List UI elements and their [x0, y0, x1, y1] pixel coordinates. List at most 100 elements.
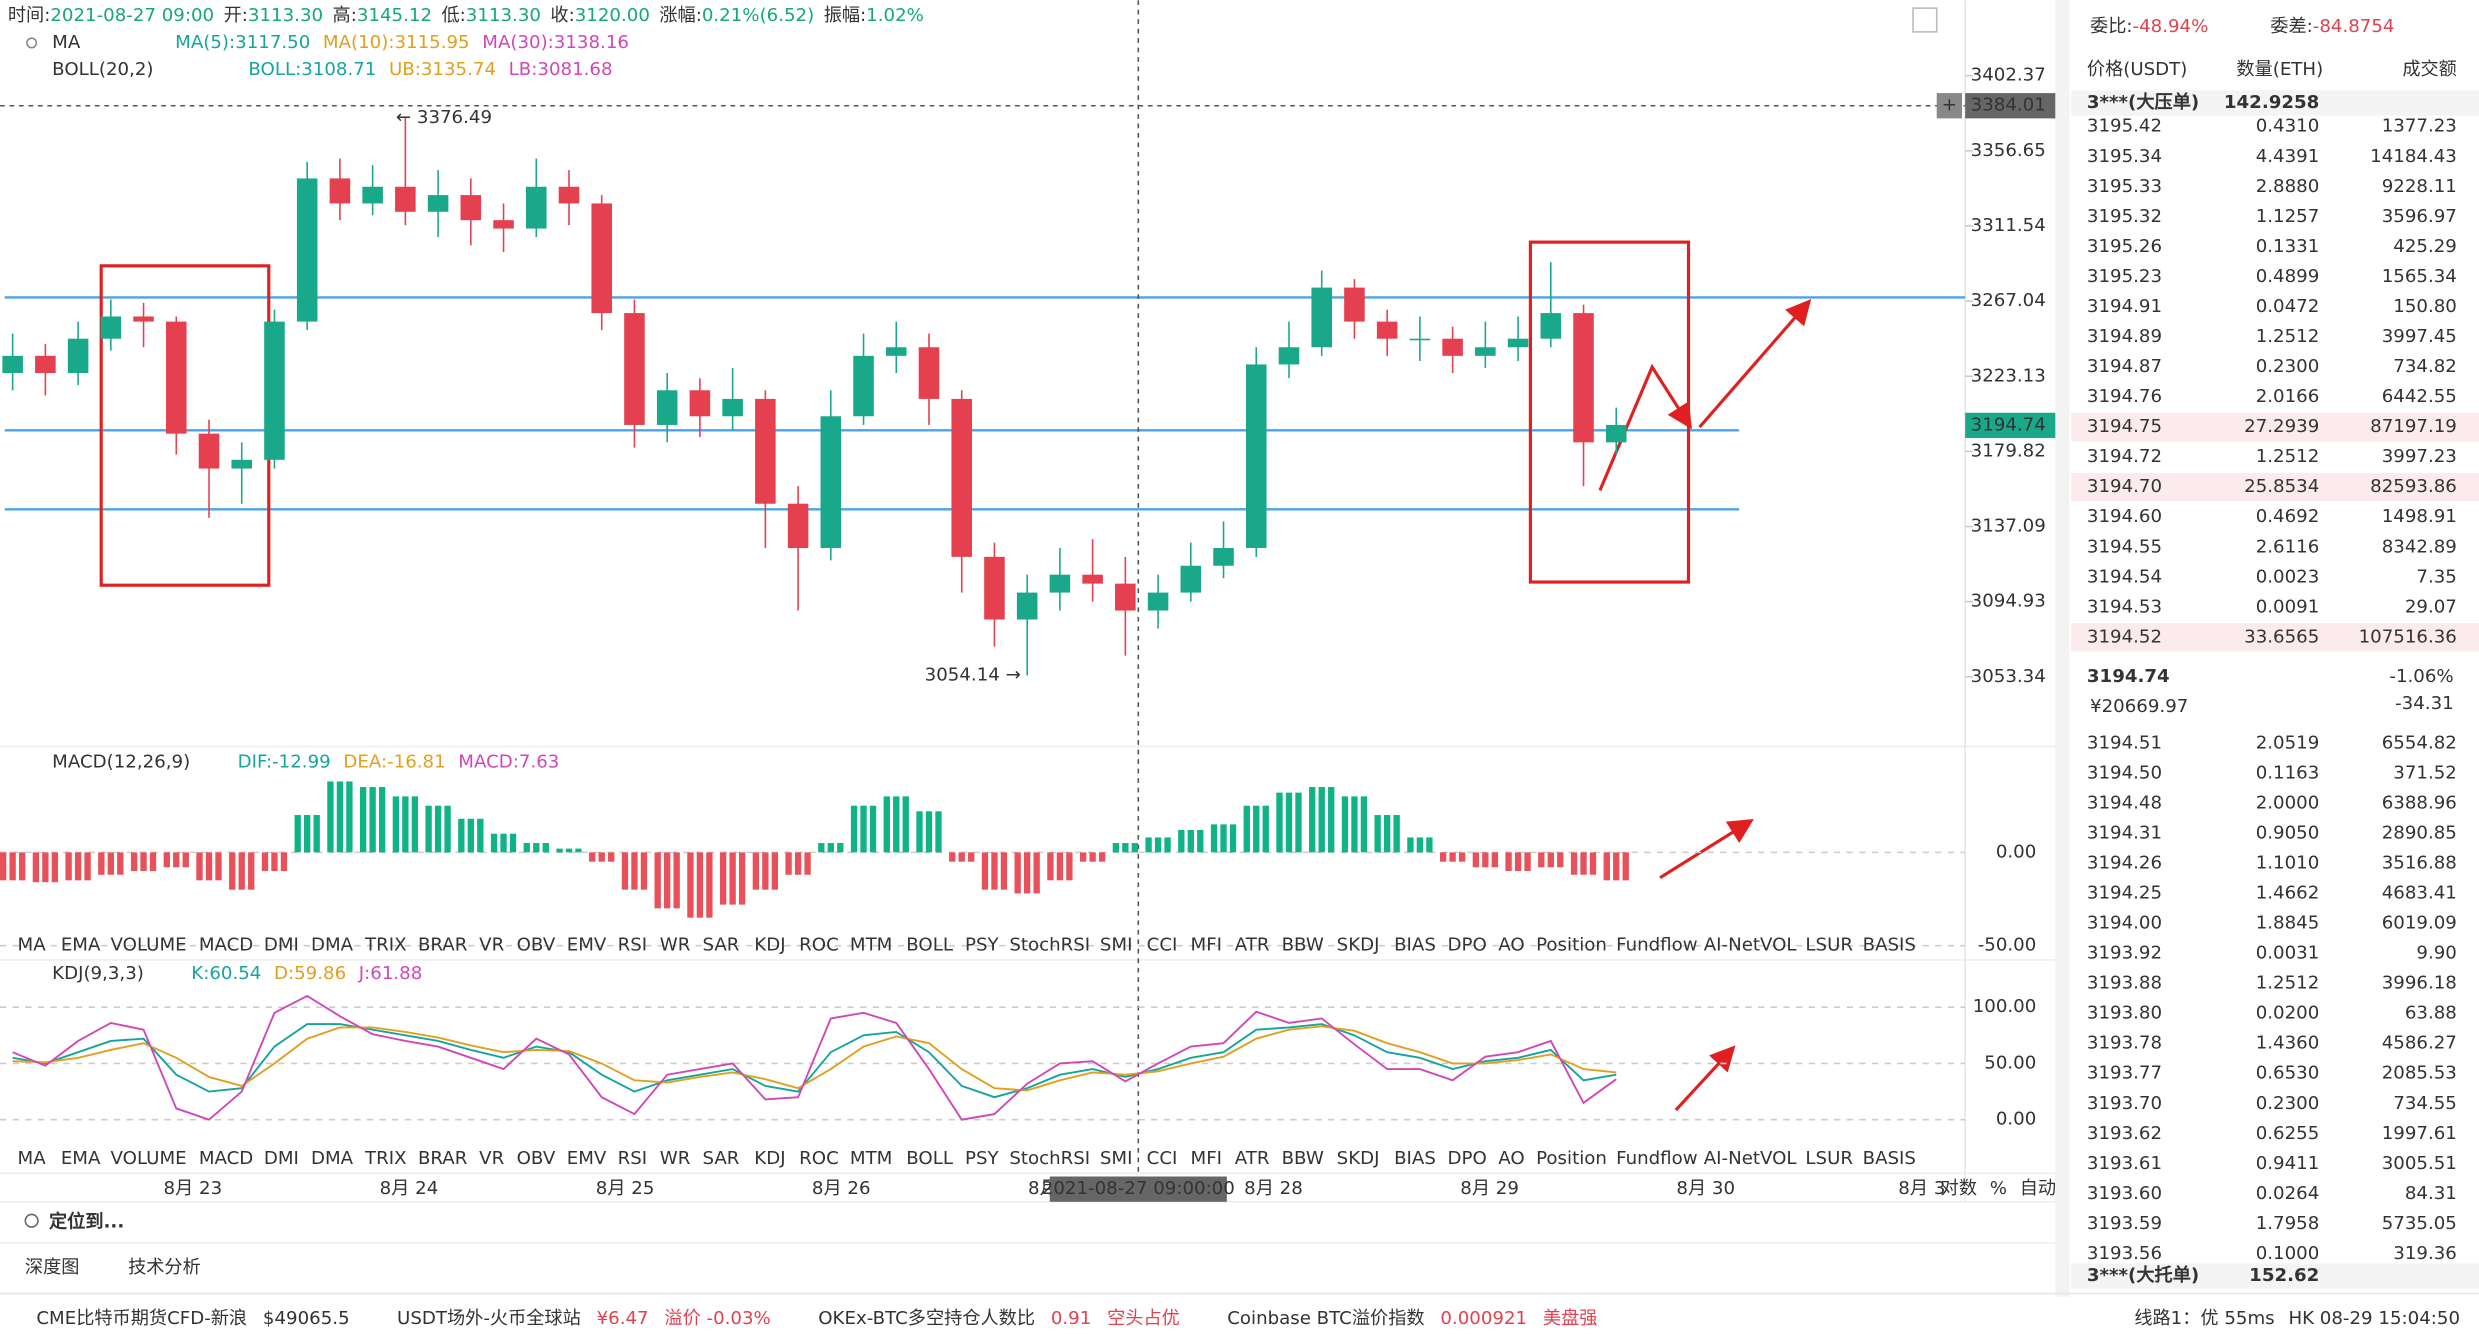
indicator-tab[interactable]: RSI: [618, 935, 648, 956]
crosshair-add[interactable]: [1936, 93, 1963, 119]
indicator-tab[interactable]: EMV: [567, 935, 607, 956]
indicator-tab[interactable]: RSI: [618, 1148, 648, 1169]
histogram-bar: [1079, 852, 1087, 862]
histogram-bar: [883, 796, 890, 853]
indicator-tab[interactable]: VR: [479, 1148, 504, 1169]
indicator-tab[interactable]: BIAS: [1394, 935, 1436, 956]
indicator-tab[interactable]: MTM: [850, 935, 892, 956]
scale-button[interactable]: 对数: [1941, 1178, 1977, 1199]
indicator-tab[interactable]: EMA: [61, 935, 101, 956]
indicator-tab[interactable]: SMI: [1100, 1148, 1133, 1169]
indicator-tab[interactable]: DMI: [264, 1148, 299, 1169]
indicator-tab[interactable]: Fundflow: [1616, 1148, 1698, 1169]
indicator-tab[interactable]: TRIX: [364, 1148, 407, 1169]
indicator-tab[interactable]: VOLUME: [111, 935, 187, 956]
indicator-tab[interactable]: MA: [18, 935, 47, 956]
indicator-tab[interactable]: BRAR: [418, 935, 468, 956]
candle-body: [362, 186, 383, 204]
indicator-tab[interactable]: WR: [660, 935, 691, 956]
indicator-tab[interactable]: VR: [479, 935, 504, 956]
indicator-tab[interactable]: ATR: [1235, 1148, 1270, 1169]
histogram-bar: [1384, 815, 1391, 853]
candle-body: [100, 316, 122, 339]
indicator-tab[interactable]: BOLL: [906, 935, 954, 956]
histogram-bar: [916, 811, 923, 853]
legend-item: BOLL:3108.71: [248, 59, 376, 80]
indicator-tab[interactable]: EMA: [61, 1148, 101, 1169]
indicator-tab[interactable]: WR: [660, 1148, 691, 1169]
indicator-tab[interactable]: DPO: [1448, 1148, 1487, 1169]
collapse-icon[interactable]: [26, 37, 38, 49]
indicator-tab[interactable]: SAR: [702, 1148, 739, 1169]
indicator-tab[interactable]: EMV: [567, 1148, 607, 1169]
indicator-tab[interactable]: AI-NetVOL: [1704, 1148, 1798, 1169]
indicator-tab[interactable]: BIAS: [1394, 1148, 1436, 1169]
indicator-tab[interactable]: MACD: [199, 935, 253, 956]
indicator-tab[interactable]: DPO: [1448, 935, 1487, 956]
indicator-tab[interactable]: PSY: [965, 935, 999, 956]
indicator-tab[interactable]: DMA: [311, 935, 354, 956]
wall-size: 152.62: [2249, 1265, 2319, 1286]
indicator-tab[interactable]: MTM: [850, 1148, 892, 1169]
indicator-tab[interactable]: DMI: [264, 935, 299, 956]
indicator-tab[interactable]: LSUR: [1805, 935, 1853, 956]
indicator-tab[interactable]: OBV: [517, 935, 556, 956]
candle-body: [951, 398, 972, 557]
histogram-bar: [327, 781, 334, 853]
column-header: 成交额: [2402, 59, 2457, 80]
indicator-tab[interactable]: AI-NetVOL: [1704, 935, 1798, 956]
bottom-tab[interactable]: 深度图: [25, 1257, 80, 1278]
indicator-tab[interactable]: BBW: [1282, 1148, 1324, 1169]
indicator-tab[interactable]: KDJ: [754, 935, 785, 956]
indicator-tab[interactable]: MFI: [1191, 935, 1223, 956]
scale-button[interactable]: 自动: [2020, 1178, 2056, 1199]
indicator-tab[interactable]: Position: [1536, 1148, 1607, 1169]
indicator-tab[interactable]: CCI: [1147, 935, 1178, 956]
locate-button[interactable]: 定位到...: [49, 1210, 124, 1232]
indicator-tab[interactable]: ATR: [1235, 935, 1270, 956]
indicator-tab[interactable]: SKDJ: [1337, 1148, 1380, 1169]
histogram-bar: [1112, 843, 1120, 853]
indicator-tab[interactable]: BASIS: [1863, 1148, 1916, 1169]
indicator-tab[interactable]: StochRSI: [1009, 935, 1090, 956]
indicator-tab[interactable]: OBV: [517, 1148, 556, 1169]
indicator-tab[interactable]: MFI: [1191, 1148, 1223, 1169]
bottom-tab[interactable]: 技术分析: [128, 1257, 201, 1278]
indicator-tab[interactable]: AO: [1498, 1148, 1524, 1169]
book-cell: 3596.97: [2382, 206, 2457, 227]
indicator-tab[interactable]: Fundflow: [1616, 935, 1698, 956]
indicator-tab[interactable]: LSUR: [1805, 1148, 1853, 1169]
legend-item: DEA:-16.81: [343, 751, 445, 772]
info-value: 1.02%: [866, 5, 924, 26]
indicator-tab[interactable]: StochRSI: [1009, 1148, 1090, 1169]
indicator-tab[interactable]: SMI: [1100, 935, 1133, 956]
indicator-tab[interactable]: DMA: [311, 1148, 354, 1169]
indicator-tab[interactable]: MA: [18, 1148, 47, 1169]
indicator-tab[interactable]: BBW: [1282, 935, 1324, 956]
indicator-tab[interactable]: ROC: [799, 1148, 839, 1169]
indicator-tab[interactable]: BRAR: [418, 1148, 468, 1169]
indicator-tab[interactable]: SAR: [702, 935, 739, 956]
book-cell: 3193.88: [2087, 973, 2162, 994]
scale-button[interactable]: %: [1990, 1178, 2007, 1199]
indicator-tab[interactable]: ROC: [799, 935, 839, 956]
indicator-tab[interactable]: AO: [1498, 935, 1524, 956]
indicator-tab[interactable]: CCI: [1147, 1148, 1178, 1169]
indicator-tab[interactable]: MACD: [199, 1148, 253, 1169]
indicator-tab[interactable]: BASIS: [1863, 935, 1916, 956]
indicator-tab[interactable]: VOLUME: [111, 1148, 187, 1169]
candle-body: [395, 186, 416, 212]
histogram-bar: [238, 852, 245, 890]
indicator-tab[interactable]: KDJ: [754, 1148, 785, 1169]
indicator-tab[interactable]: SKDJ: [1337, 935, 1380, 956]
indicator-tab[interactable]: Position: [1536, 935, 1607, 956]
indicator-tab[interactable]: BOLL: [906, 1148, 954, 1169]
indicator-tab[interactable]: TRIX: [364, 935, 407, 956]
crosshair-time-box: [1049, 1176, 1227, 1202]
indicator-tab[interactable]: PSY: [965, 1148, 999, 1169]
histogram-bar: [1374, 815, 1381, 853]
book-cell: 3193.62: [2087, 1123, 2162, 1144]
histogram-bar: [1066, 852, 1073, 881]
expand-button[interactable]: [1912, 7, 1938, 33]
